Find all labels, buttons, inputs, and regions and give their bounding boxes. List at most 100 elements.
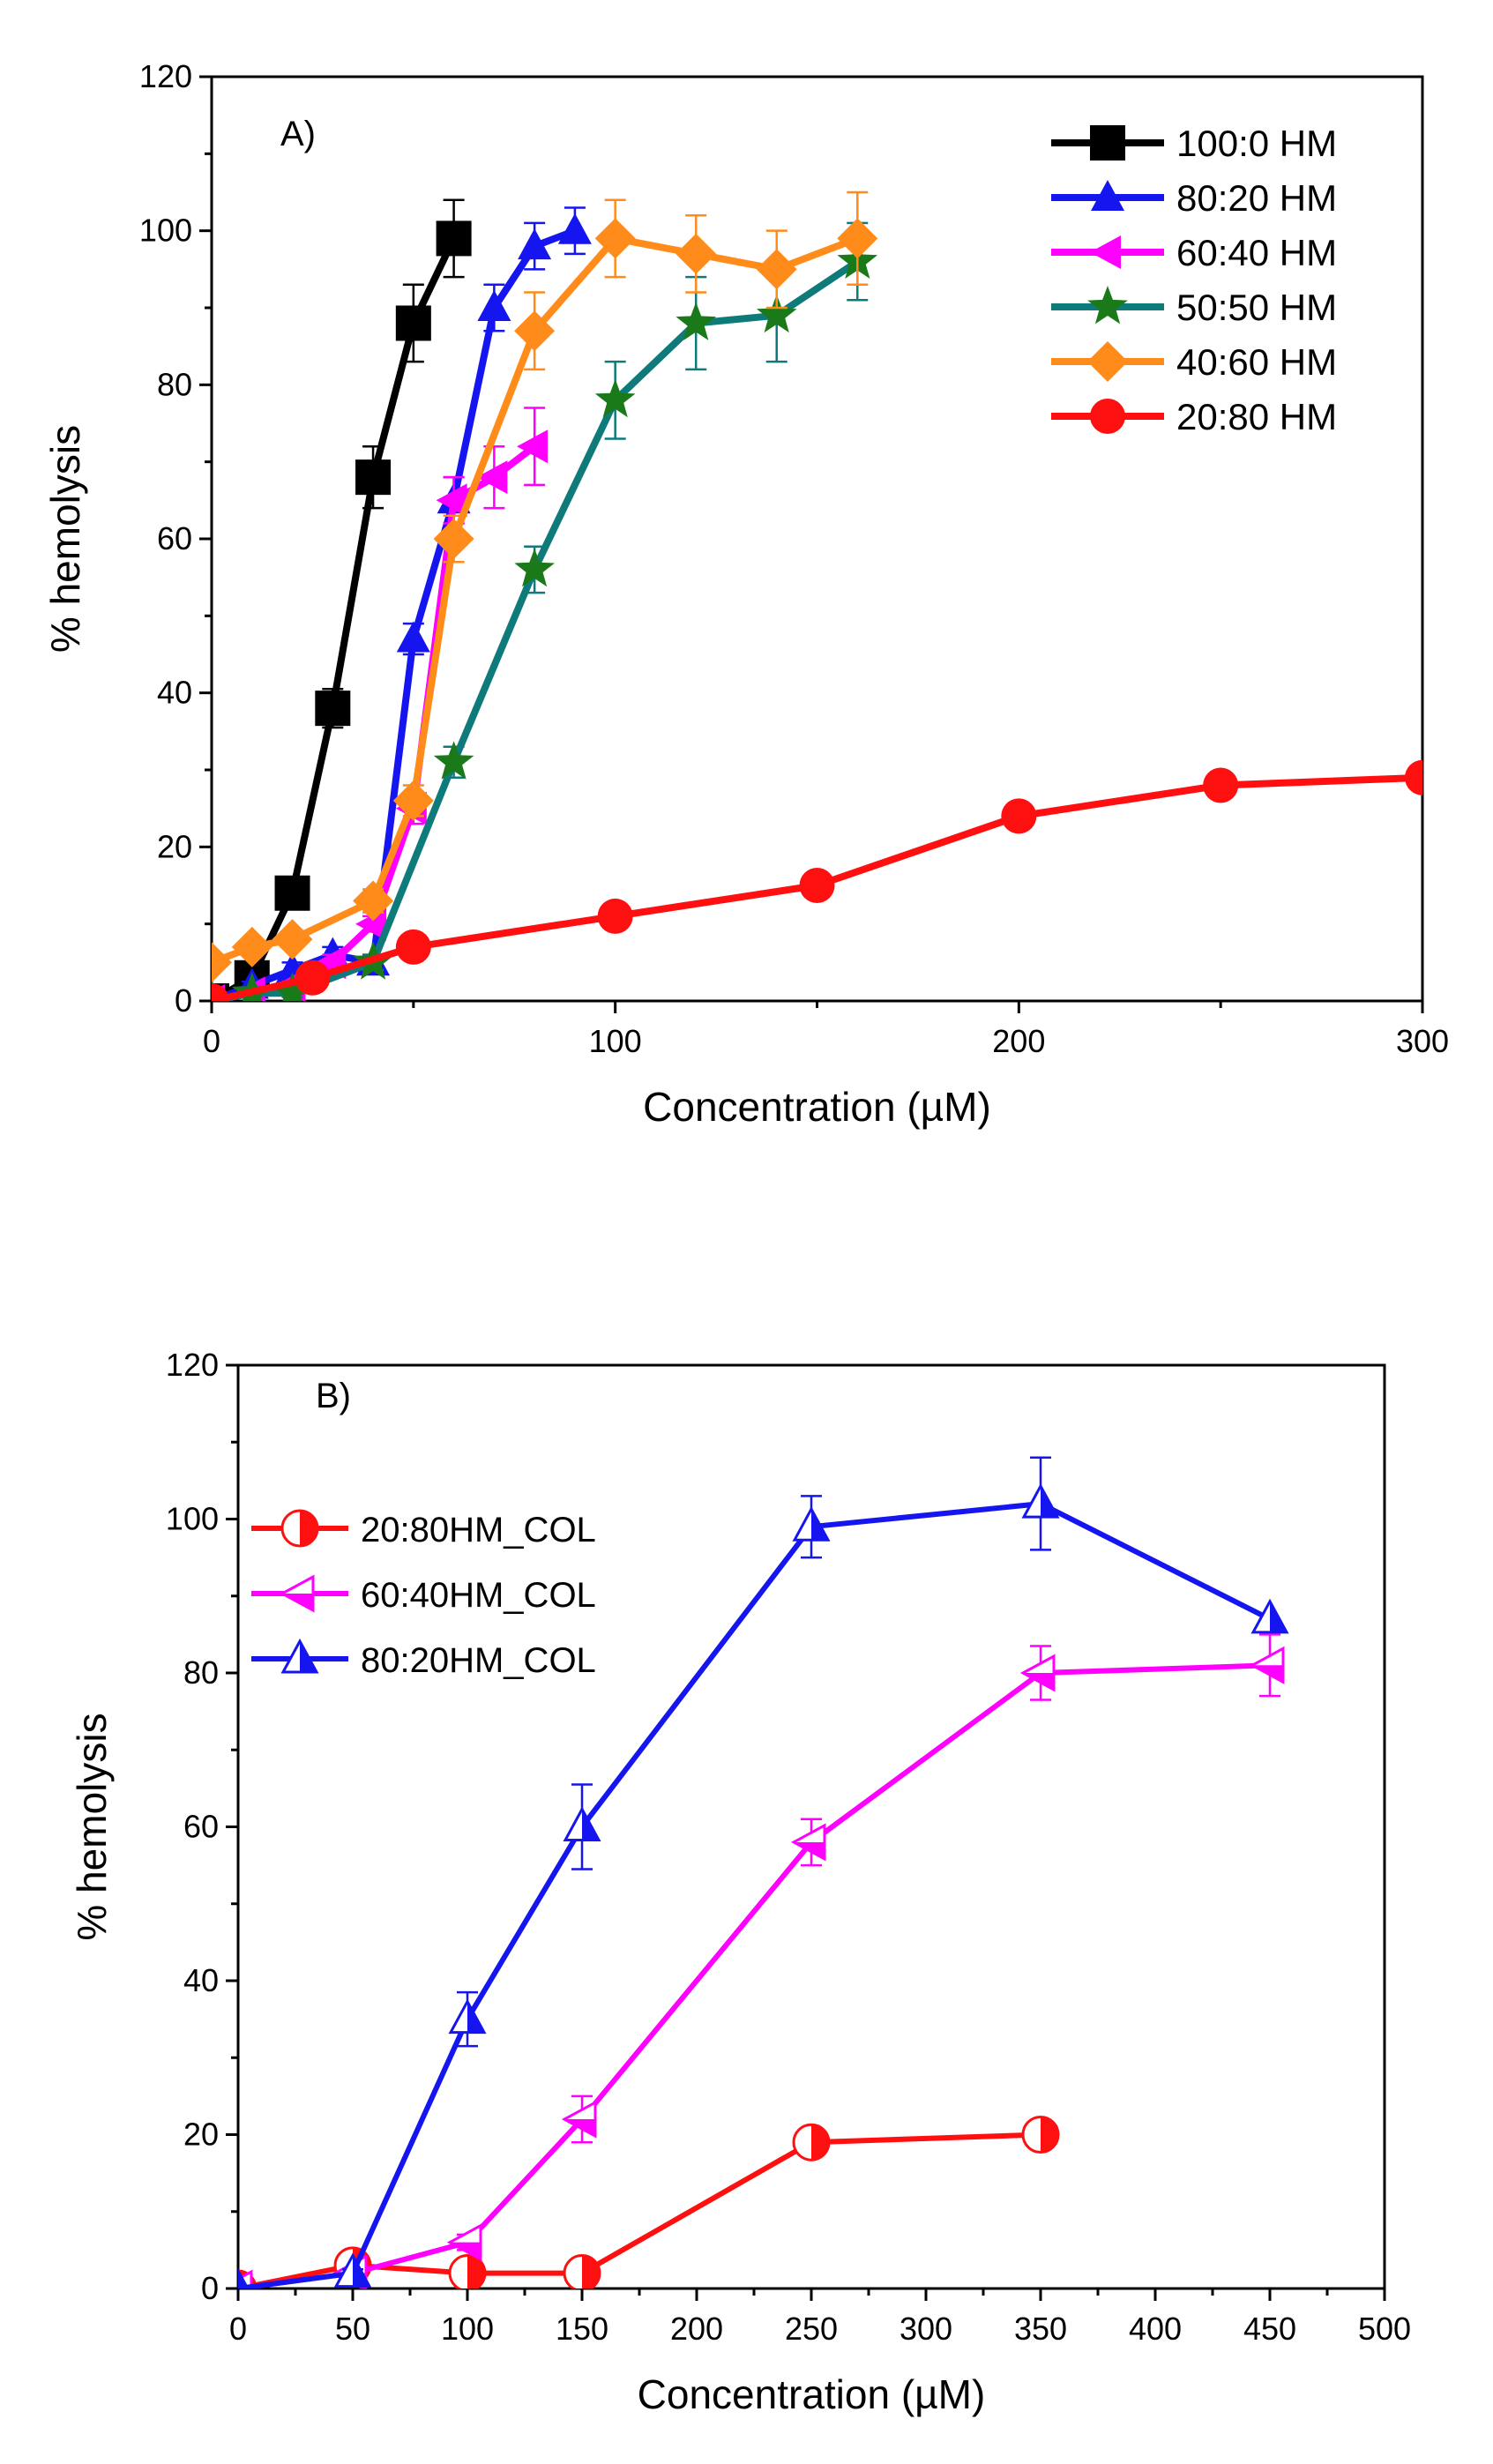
data-point-shape bbox=[518, 228, 552, 260]
data-point bbox=[756, 249, 797, 290]
x-tick-label: 150 bbox=[556, 2311, 608, 2347]
data-point-shape bbox=[212, 942, 232, 983]
data-point-half bbox=[467, 2255, 485, 2289]
x-tick-label: 300 bbox=[900, 2311, 952, 2347]
data-point bbox=[448, 1998, 487, 2035]
data-point bbox=[295, 959, 331, 996]
y-axis-title: % hemolysis bbox=[42, 425, 88, 653]
legend-marker bbox=[1087, 286, 1128, 325]
legend-marker bbox=[1091, 180, 1124, 211]
x-tick-label: 400 bbox=[1129, 2311, 1182, 2347]
data-point-half bbox=[1023, 1673, 1054, 1690]
legend-label: 60:40HM_COL bbox=[361, 1576, 596, 1615]
x-tick-label: 50 bbox=[335, 2311, 370, 2347]
panel-label: A) bbox=[280, 115, 316, 153]
legend-marker bbox=[1090, 125, 1125, 161]
series-60-40hm-col bbox=[238, 1633, 1285, 2289]
x-tick-label: 100 bbox=[589, 1023, 642, 1059]
data-point-shape bbox=[436, 220, 472, 257]
y-tick-label: 80 bbox=[157, 366, 192, 402]
legend-marker bbox=[1087, 341, 1128, 382]
data-point-shape bbox=[272, 972, 313, 1001]
data-point-shape bbox=[355, 459, 392, 496]
legend-marker bbox=[1090, 235, 1121, 269]
legend-label: 80:20 HM bbox=[1176, 177, 1337, 219]
data-point-shape bbox=[676, 233, 717, 274]
data-point-shape bbox=[756, 294, 797, 333]
legend-label: 80:20HM_COL bbox=[361, 1641, 596, 1680]
data-point bbox=[315, 691, 351, 727]
legend-label: 40:60 HM bbox=[1176, 341, 1337, 383]
data-point-half bbox=[353, 2255, 370, 2287]
data-point bbox=[274, 875, 310, 911]
legend-marker bbox=[279, 1574, 315, 1613]
data-point bbox=[238, 2267, 250, 2289]
legend-marker-half bbox=[282, 1594, 313, 1610]
y-tick-label: 100 bbox=[139, 213, 192, 249]
legend-marker-shape bbox=[1087, 286, 1128, 325]
data-point-shape bbox=[1405, 759, 1422, 795]
legend-marker bbox=[280, 1509, 319, 1548]
data-point-shape bbox=[433, 741, 474, 780]
legend-label: 20:80 HM bbox=[1176, 396, 1337, 437]
chart-a: 0 20 40 60 80 100 120 0 100 200 300 Concentration (… bbox=[42, 58, 1449, 1130]
legend-marker bbox=[1090, 399, 1125, 434]
data-point bbox=[514, 310, 556, 352]
data-point-shape bbox=[1001, 798, 1037, 834]
data-point-shape bbox=[396, 621, 430, 653]
data-point-shape bbox=[395, 305, 431, 341]
data-point bbox=[514, 548, 555, 587]
data-point bbox=[333, 2252, 372, 2289]
x-tick-label: 500 bbox=[1358, 2311, 1411, 2347]
data-point-shape bbox=[295, 959, 331, 996]
data-point bbox=[594, 378, 636, 418]
data-point bbox=[1203, 767, 1239, 803]
plot-area bbox=[212, 190, 1422, 1001]
x-tick-label: 350 bbox=[1014, 2311, 1067, 2347]
data-point-shape bbox=[597, 898, 633, 934]
y-tick-label: 0 bbox=[175, 982, 192, 1019]
data-point-half bbox=[794, 1841, 825, 1859]
x-tick-label: 450 bbox=[1243, 2311, 1296, 2347]
data-point bbox=[1019, 1654, 1056, 1692]
data-point-shape bbox=[594, 378, 636, 418]
legend: 20:80HM_COL 60:40HM_COL 80:20HM_COL bbox=[251, 1509, 596, 1680]
data-point bbox=[1001, 798, 1037, 834]
series-100-0-hm bbox=[212, 198, 472, 1001]
y-tick-label: 40 bbox=[157, 675, 192, 711]
data-point bbox=[1021, 1482, 1060, 1519]
data-point bbox=[1250, 1598, 1289, 1634]
x-tick-label: 0 bbox=[203, 1023, 220, 1059]
legend-label: 50:50 HM bbox=[1176, 287, 1337, 328]
x-tick-label: 200 bbox=[670, 2311, 723, 2347]
data-point-shape bbox=[756, 249, 797, 290]
legend-marker-shape bbox=[1087, 341, 1128, 382]
x-axis-title: Concentration (µM) bbox=[643, 1084, 991, 1130]
data-point bbox=[272, 919, 313, 960]
data-point-shape bbox=[837, 218, 878, 259]
legend-marker-shape bbox=[1090, 235, 1121, 269]
data-point bbox=[396, 621, 430, 653]
data-point-half bbox=[1041, 2117, 1058, 2153]
data-point-half bbox=[1270, 1601, 1287, 1632]
data-point-shape bbox=[353, 880, 394, 922]
data-point bbox=[1021, 2116, 1060, 2154]
series-40-60-hm bbox=[212, 190, 878, 983]
data-point bbox=[433, 519, 474, 559]
data-point bbox=[792, 1506, 831, 1542]
legend-marker-shape bbox=[1090, 399, 1125, 434]
series-50-50-hm bbox=[212, 221, 878, 1001]
x-tick-label: 0 bbox=[229, 2311, 247, 2347]
y-axis-title: % hemolysis bbox=[69, 1713, 115, 1940]
legend-marker-shape bbox=[1090, 125, 1125, 161]
data-point bbox=[676, 302, 716, 340]
data-point-half bbox=[467, 2001, 484, 2033]
data-point-shape bbox=[676, 302, 716, 340]
x-tick-label: 300 bbox=[1396, 1023, 1449, 1059]
y-tick-label: 20 bbox=[157, 828, 192, 864]
data-point bbox=[433, 741, 474, 780]
legend-marker-shape bbox=[1091, 180, 1124, 211]
data-point-shape bbox=[436, 483, 467, 518]
data-point-half bbox=[238, 2271, 248, 2289]
